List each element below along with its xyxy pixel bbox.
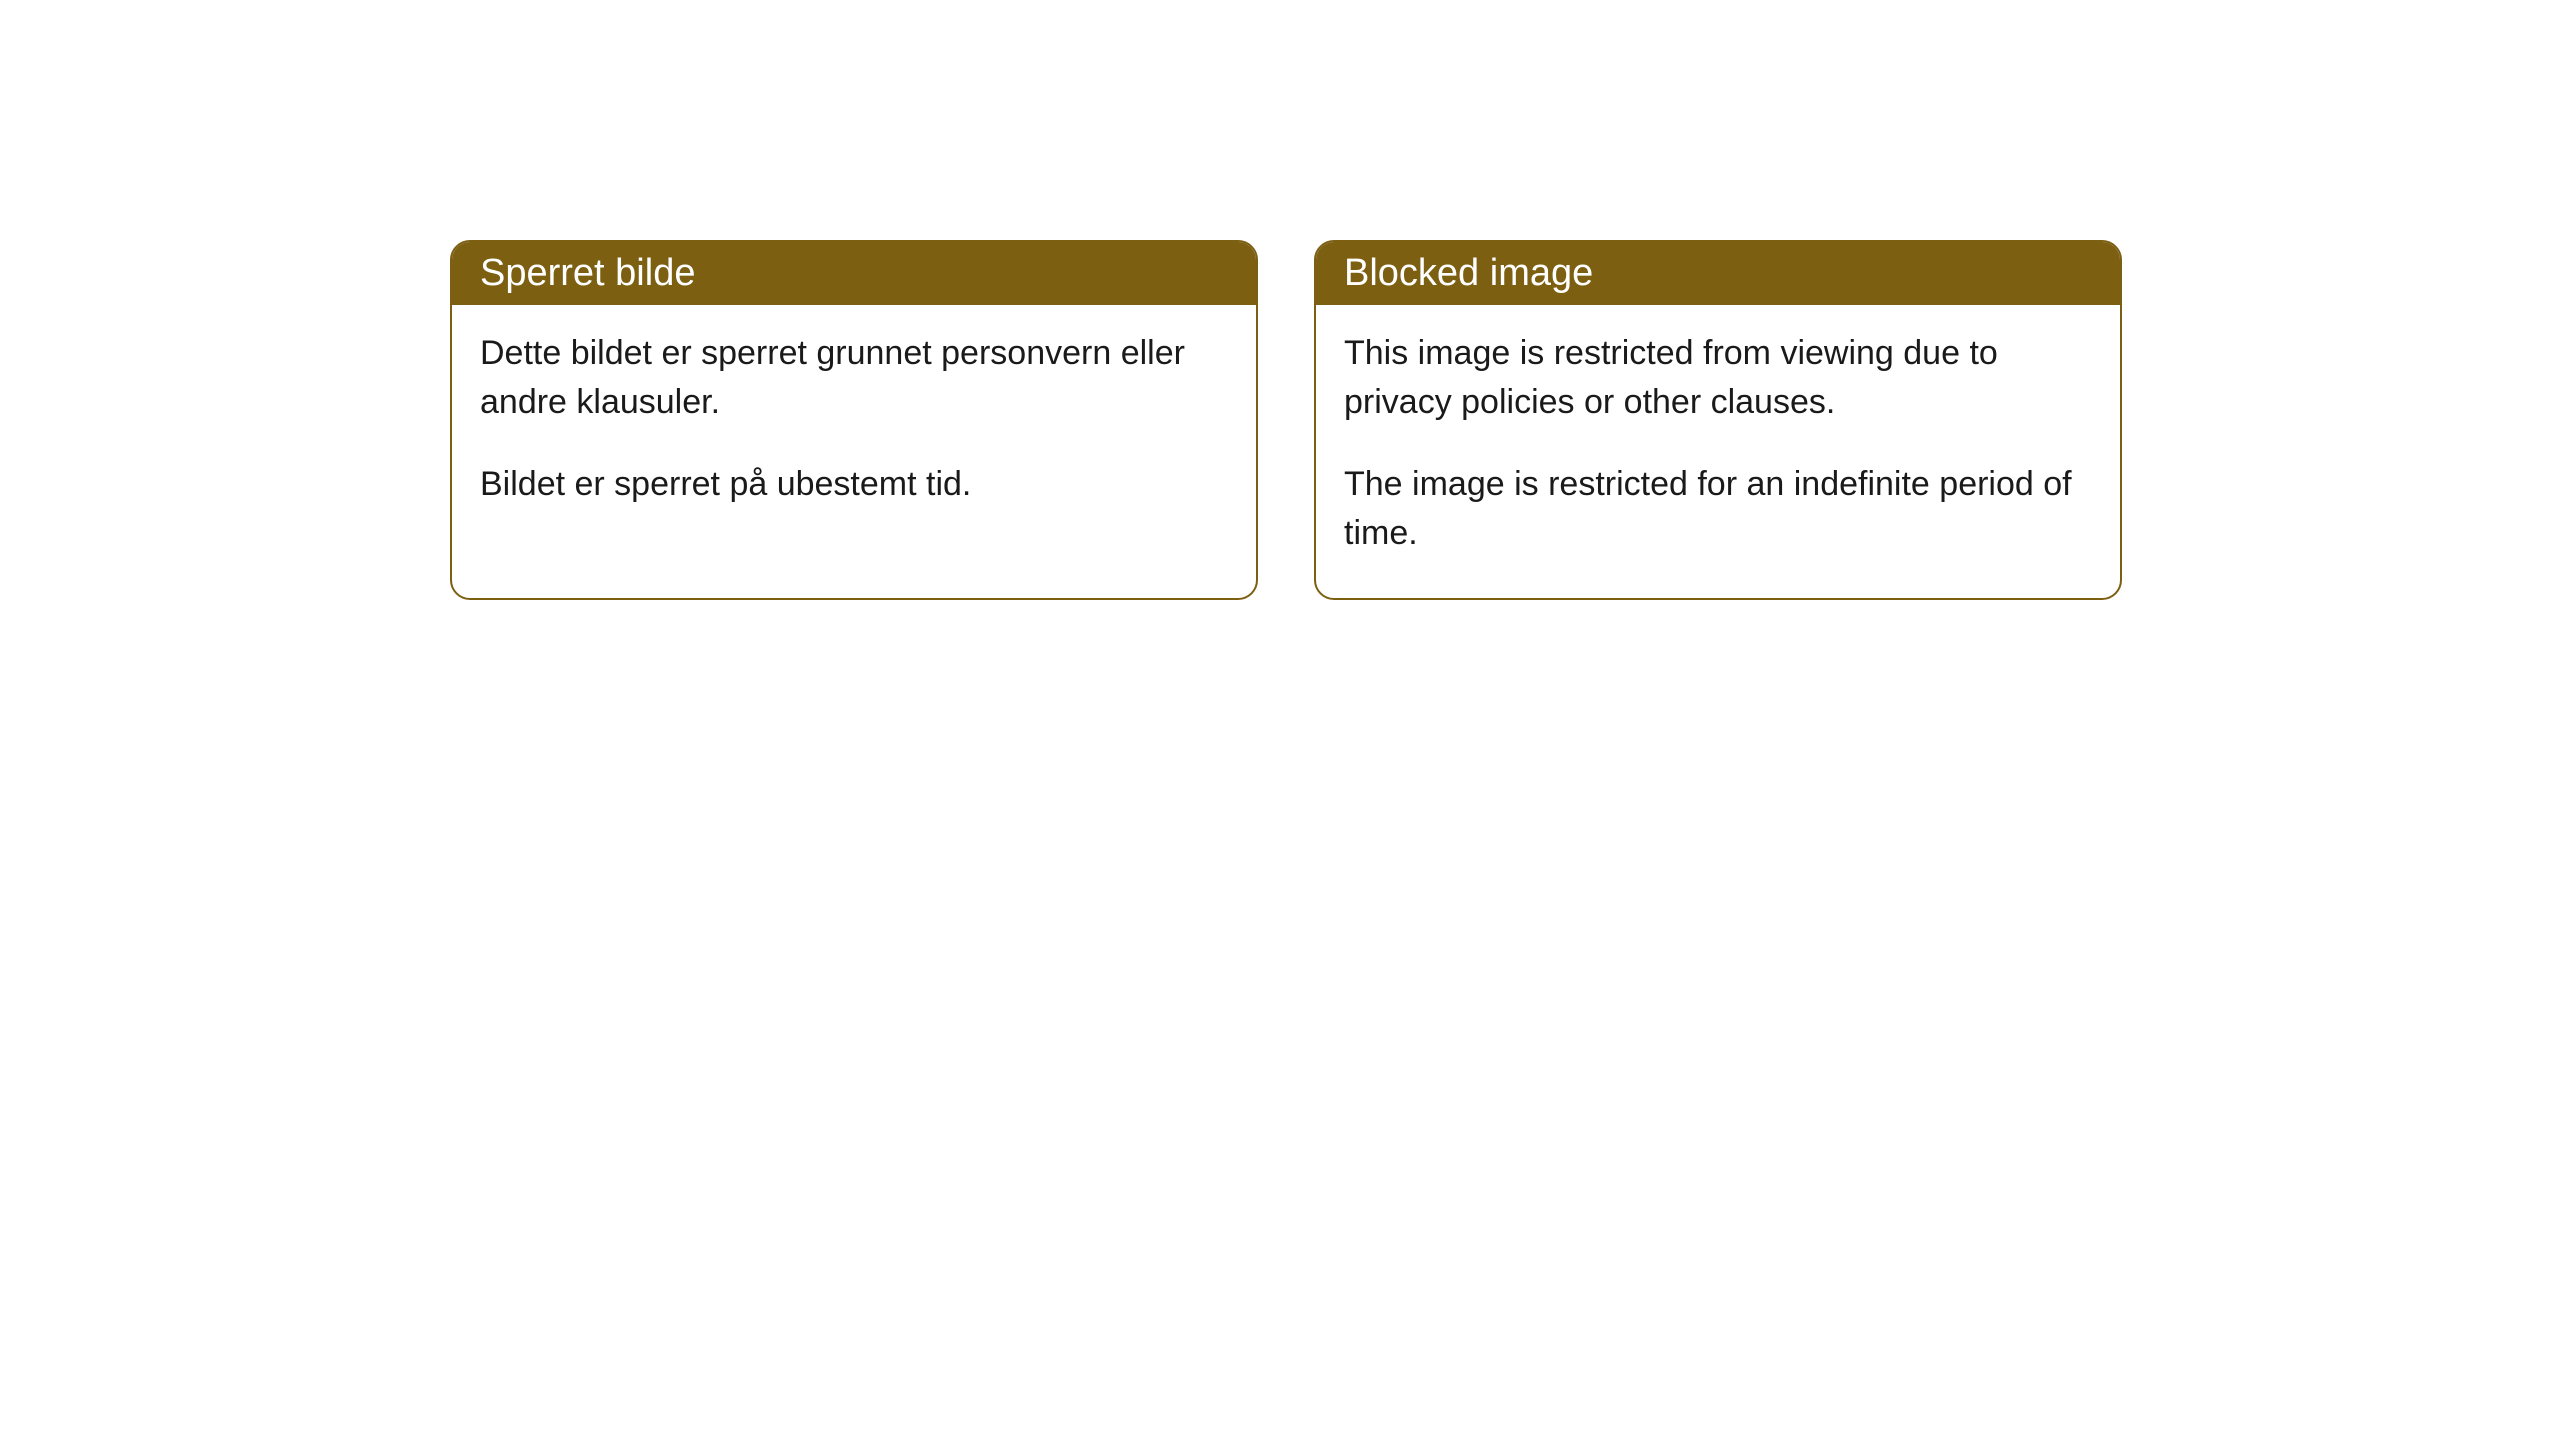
card-body-english: This image is restricted from viewing du…: [1316, 305, 2120, 598]
card-paragraph-1-english: This image is restricted from viewing du…: [1344, 329, 2092, 428]
card-title-english: Blocked image: [1344, 252, 1593, 294]
card-paragraph-2-english: The image is restricted for an indefinit…: [1344, 460, 2092, 559]
card-paragraph-1-norwegian: Dette bildet er sperret grunnet personve…: [480, 329, 1228, 428]
card-header-norwegian: Sperret bilde: [452, 242, 1256, 305]
card-title-norwegian: Sperret bilde: [480, 252, 695, 294]
blocked-image-card-norwegian: Sperret bilde Dette bildet er sperret gr…: [450, 240, 1258, 600]
card-header-english: Blocked image: [1316, 242, 2120, 305]
cards-container: Sperret bilde Dette bildet er sperret gr…: [450, 240, 2122, 600]
card-paragraph-2-norwegian: Bildet er sperret på ubestemt tid.: [480, 460, 1228, 509]
card-body-norwegian: Dette bildet er sperret grunnet personve…: [452, 305, 1256, 549]
blocked-image-card-english: Blocked image This image is restricted f…: [1314, 240, 2122, 600]
